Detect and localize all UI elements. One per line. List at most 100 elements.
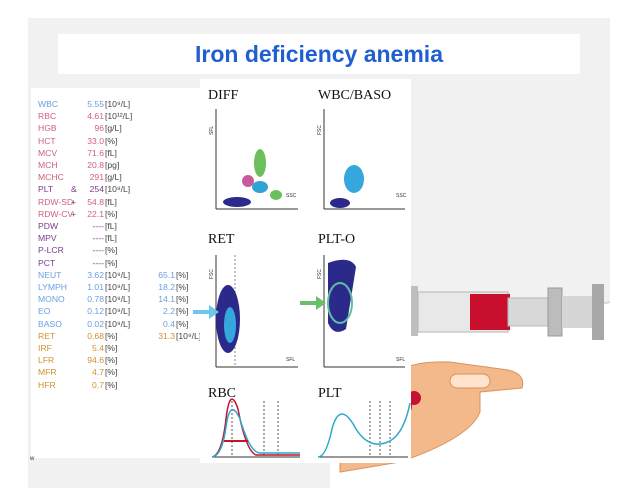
lab-value: 0.68 — [87, 330, 104, 341]
lab-row-mpv: MPV ---- [fL] — [31, 232, 203, 244]
lab-unit: [%] — [105, 257, 118, 268]
plt-title: PLT — [318, 386, 342, 401]
lab-row-eo: EO 0.12 [10⁹/L] 2.2 [%] — [31, 305, 203, 317]
lab-name: PDW — [38, 221, 59, 231]
ret-xlabel: SFL — [286, 357, 295, 363]
lab-name: HFR — [38, 379, 56, 390]
lab-unit: [10⁹/L] — [105, 184, 131, 195]
rbc-title: RBC — [208, 386, 236, 401]
lab-unit: [%] — [105, 135, 118, 146]
lab-results-panel: WBC 5.55 [10⁹/L] RBC 4.61 [10¹²/L] HGB 96 [g/L] H… — [31, 88, 203, 458]
lab-secondary-unit: [%] — [176, 269, 189, 280]
diff-title: DIFF — [208, 88, 239, 103]
lab-name: MFR — [38, 367, 57, 378]
lab-value: 96 — [94, 123, 104, 134]
lab-value: ---- — [92, 221, 104, 231]
lab-row-p-lcr: P-LCR ---- [%] — [31, 244, 203, 256]
lab-flag: + — [71, 196, 77, 207]
lab-row-rbc: RBC 4.61 [10¹²/L] — [31, 110, 203, 122]
plt-o-scattergram: PLT-O FSC SFL — [317, 232, 405, 368]
lab-row-mchc: MCHC 291 [g/L] — [31, 171, 203, 183]
lab-row-ret: RET 0.68 [%] 31.3 [10⁹/L] — [31, 330, 203, 342]
lab-name: HGB — [38, 123, 57, 134]
arrow-blue-icon — [193, 305, 219, 319]
lab-value: 0.12 — [87, 306, 104, 317]
lab-secondary-value: 65.1 — [158, 269, 175, 280]
lab-secondary-value: 2.2 — [163, 306, 175, 317]
lab-row-rdw-cv: RDW-CV +22.1 [%] — [31, 208, 203, 220]
lab-unit: [g/L] — [105, 123, 122, 134]
scattergram-panel: DIFF SFL SSC WBC/BASO FSC SSC RET FSC SF… — [200, 79, 411, 463]
lab-unit: [10⁹/L] — [105, 282, 131, 292]
lab-name: MONO — [38, 294, 65, 305]
lab-value: ---- — [92, 257, 104, 268]
lab-secondary-unit: [%] — [176, 318, 189, 329]
lab-unit: [g/L] — [105, 172, 122, 183]
lab-name: RET — [38, 330, 56, 341]
diff-scattergram: DIFF SFL SSC — [208, 88, 298, 210]
ret-ylabel: FSC — [209, 269, 215, 279]
lab-unit: [fL] — [105, 147, 117, 158]
lab-name: WBC — [38, 99, 59, 109]
lab-unit: [%] — [105, 343, 118, 353]
lab-value: 5.4 — [92, 343, 104, 353]
lab-value: 4.61 — [87, 111, 104, 122]
lab-row-wbc: WBC 5.55 [10⁹/L] — [31, 98, 203, 110]
lab-row-hgb: HGB 96 [g/L] — [31, 122, 203, 134]
slide-title: Iron deficiency anemia — [195, 40, 443, 67]
lab-row-rdw-sd: RDW-SD +54.8 [fL] — [31, 196, 203, 208]
lab-row-lymph: LYMPH 1.01 [10⁹/L] 18.2 [%] — [31, 281, 203, 293]
lab-unit: [%] — [105, 330, 118, 341]
title-banner: Iron deficiency anemia — [58, 34, 580, 74]
lab-row-plt: PLT & 254 [10⁹/L] — [31, 183, 203, 195]
lab-unit: [fL] — [105, 221, 117, 231]
lab-value: 33.0 — [87, 135, 104, 146]
diff-xlabel: SSC — [286, 193, 297, 199]
lab-row-pct: PCT ---- [%] — [31, 257, 203, 269]
footer-mark: w — [30, 456, 35, 462]
lab-name: MPV — [38, 233, 57, 244]
lab-row-hct: HCT 33.0 [%] — [31, 135, 203, 147]
lab-value: 3.62 — [87, 269, 104, 280]
lab-row-pdw: PDW ---- [fL] — [31, 220, 203, 232]
lab-name: MCHC — [38, 172, 64, 183]
scattergram-svg: DIFF SFL SSC WBC/BASO FSC SSC RET FSC SF… — [200, 79, 411, 463]
lab-unit: [%] — [105, 355, 118, 366]
lab-name: NEUT — [38, 269, 62, 280]
lab-name: BASO — [38, 318, 62, 329]
lab-unit: [%] — [105, 208, 118, 219]
lab-name: LYMPH — [38, 282, 67, 292]
lab-value: 20.8 — [87, 160, 104, 170]
wbc-baso-xlabel: SSC — [396, 193, 407, 199]
lab-unit: [%] — [105, 367, 118, 378]
lab-row-baso: BASO 0.02 [10⁹/L] 0.4 [%] — [31, 318, 203, 330]
lab-secondary-value: 31.3 — [158, 330, 175, 341]
lab-row-mcv: MCV 71.6 [fL] — [31, 147, 203, 159]
lab-name: RBC — [38, 111, 57, 122]
lab-name: HCT — [38, 135, 56, 146]
lab-value: ---- — [92, 233, 104, 244]
lab-row-lfr: LFR 94.6 [%] — [31, 354, 203, 366]
lab-unit: [10⁹/L] — [105, 318, 131, 329]
lab-name: EO — [38, 306, 51, 317]
lab-value: 0.7 — [92, 379, 104, 390]
lab-value: 0.02 — [87, 318, 104, 329]
lab-value: 0.78 — [87, 294, 104, 305]
lab-value: 291 — [89, 172, 104, 183]
lab-unit: [10⁹/L] — [105, 269, 131, 280]
lab-row-mch: MCH 20.8 [pg] — [31, 159, 203, 171]
lab-unit: [10⁹/L] — [105, 99, 131, 109]
wbc-baso-title: WBC/BASO — [318, 88, 391, 103]
lab-name: IRF — [38, 343, 52, 353]
lab-secondary-unit: [10⁹/L] — [176, 330, 202, 341]
diff-ylabel: SFL — [209, 126, 215, 135]
lab-row-mono: MONO 0.78 [10⁹/L] 14.1 [%] — [31, 293, 203, 305]
lab-secondary-value: 18.2 — [158, 282, 175, 292]
wbc-baso-ylabel: FSC — [317, 125, 323, 135]
lab-secondary-value: 0.4 — [163, 318, 175, 329]
lab-unit: [fL] — [105, 233, 117, 244]
lab-flag: + — [71, 208, 77, 219]
lab-name: MCH — [38, 160, 58, 170]
lab-unit: [10¹²/L] — [105, 111, 133, 122]
plt-o-xlabel: SFL — [396, 357, 405, 363]
